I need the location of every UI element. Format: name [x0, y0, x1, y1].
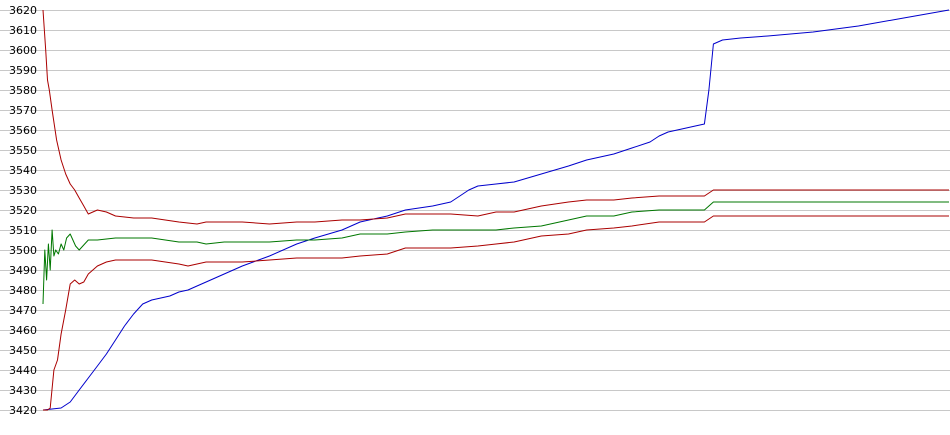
series-lines: [42, 9, 950, 411]
y-axis-tick-labels: 3620 3610 3600 3590 3580 3570 3560 3550 3540 3530…: [9, 4, 37, 417]
y-tick-label: 3580: [9, 84, 37, 97]
y-tick-label: 3620: [9, 4, 37, 17]
y-tick-label: 3600: [9, 44, 37, 57]
y-tick-label: 3450: [9, 344, 37, 357]
y-tick-label: 3490: [9, 264, 37, 277]
y-tick-label: 3440: [9, 364, 37, 377]
y-tick-label: 3500: [9, 244, 37, 257]
y-tick-label: 3430: [9, 384, 37, 397]
y-tick-label: 3470: [9, 304, 37, 317]
series-line-3: [42, 201, 949, 305]
y-tick-label: 3530: [9, 184, 37, 197]
series-line-4: [43, 215, 949, 411]
y-tick-label: 3460: [9, 324, 37, 337]
y-tick-label: 3520: [9, 204, 37, 217]
y-tick-label: 3540: [9, 164, 37, 177]
y-tick-label: 3420: [9, 404, 37, 417]
y-tick-label: 3570: [9, 104, 37, 117]
y-tick-label: 3550: [9, 144, 37, 157]
gridlines: [0, 10, 950, 411]
y-tick-label: 3590: [9, 64, 37, 77]
y-tick-label: 3480: [9, 284, 37, 297]
y-tick-label: 3510: [9, 224, 37, 237]
series-line-1: [42, 9, 950, 411]
series-line-2: [42, 9, 949, 225]
y-tick-label: 3560: [9, 124, 37, 137]
y-tick-label: 3610: [9, 24, 37, 37]
